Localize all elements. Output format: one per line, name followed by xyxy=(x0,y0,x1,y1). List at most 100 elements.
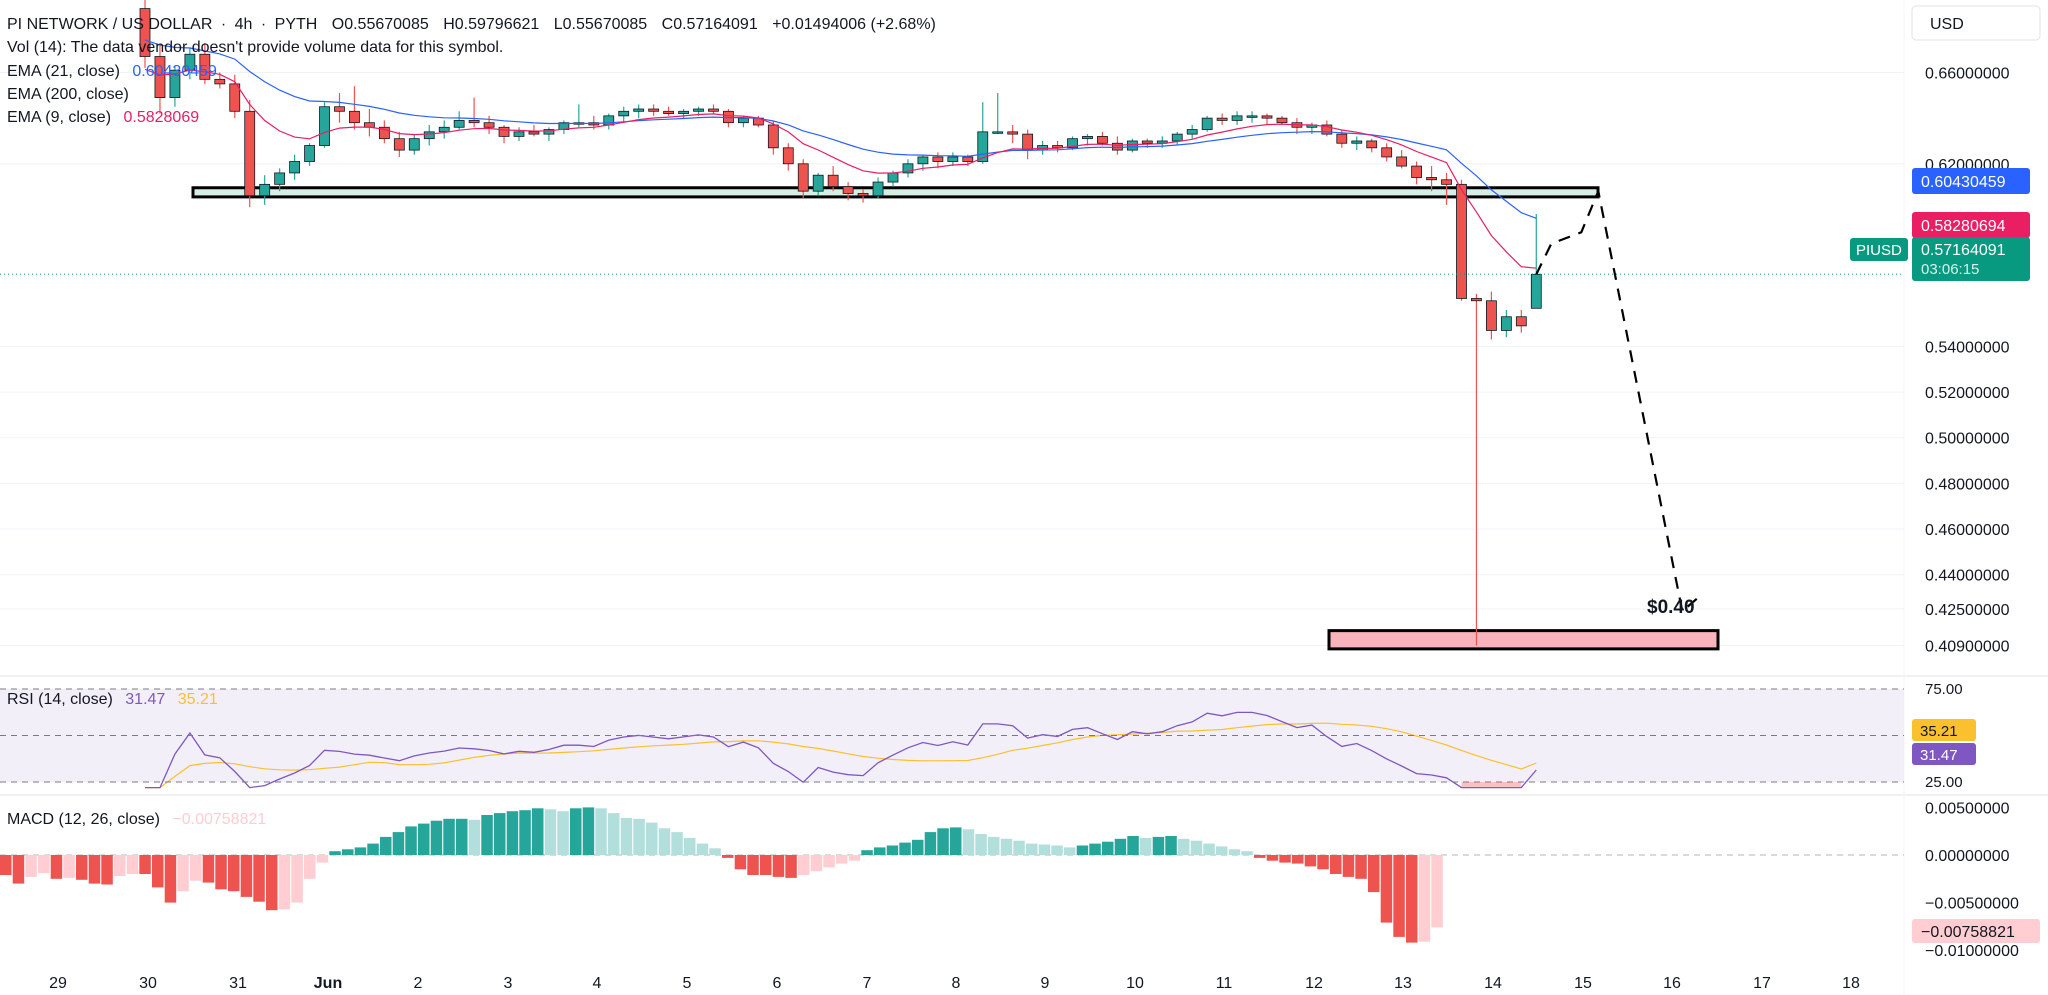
macd-bar xyxy=(582,807,595,855)
price-tick-label: 0.44000000 xyxy=(1925,568,2010,585)
ema9-badge-bg xyxy=(1912,212,2030,238)
candle-body xyxy=(827,174,839,188)
macd-tick-label: −0.00500000 xyxy=(1925,896,2019,913)
candle-body xyxy=(738,117,749,124)
macd-bar xyxy=(76,855,88,880)
legend-volume[interactable]: Vol (14): The data vendor doesn't provid… xyxy=(7,39,503,56)
macd-bar xyxy=(0,855,12,875)
macd-legend-value: −0.00758821 xyxy=(172,811,266,828)
candle xyxy=(1201,115,1213,132)
macd-bar xyxy=(278,855,291,910)
candle-body xyxy=(169,69,181,98)
macd-bar xyxy=(253,855,265,902)
currency-label[interactable]: USD xyxy=(1930,16,1964,33)
candle-body xyxy=(603,115,615,126)
macd-bar xyxy=(519,810,531,855)
macd-bar xyxy=(228,855,240,892)
macd-bar xyxy=(785,855,797,878)
currency-selector[interactable]: USD xyxy=(1911,5,2041,41)
macd-bar xyxy=(1355,855,1367,879)
macd-bar xyxy=(1190,840,1203,855)
macd-bar xyxy=(886,845,899,855)
macd-bar xyxy=(810,855,823,872)
rsi-ma-badge-bg xyxy=(1912,719,1976,741)
time-tick-label: 5 xyxy=(683,975,692,992)
macd-bar xyxy=(1051,845,1063,855)
price-axis[interactable]: 0.660000000.620000000.540000000.52000000… xyxy=(1925,65,2019,960)
candle-body xyxy=(1486,300,1497,331)
macd-bar xyxy=(215,855,227,890)
candle xyxy=(857,188,869,203)
price-tick-label: 0.52000000 xyxy=(1925,385,2010,402)
time-axis[interactable]: 29 30 31 Jun 2 3 4 5 6 7 8 9 10 11 12 13 14 15 16 17 18 xyxy=(49,975,1860,992)
candle xyxy=(349,86,360,130)
time-tick-label: 4 xyxy=(593,975,602,992)
macd-bar xyxy=(848,855,861,861)
candle-body xyxy=(797,163,809,192)
candle-body xyxy=(678,110,689,114)
time-tick-label: 29 xyxy=(49,975,67,992)
candle-body xyxy=(423,131,435,140)
candle xyxy=(1515,309,1527,333)
candle xyxy=(393,131,405,157)
candle-body xyxy=(334,106,345,112)
resistance-zone xyxy=(191,186,1600,199)
legend-ema9[interactable]: EMA (9, close) 0.5828069 xyxy=(7,109,199,126)
candle xyxy=(1486,291,1497,340)
legend-ema21[interactable]: EMA (21, close) 0.60430459 xyxy=(7,63,217,80)
candle xyxy=(169,65,181,107)
macd-bar xyxy=(557,811,569,855)
candle-body xyxy=(648,108,660,112)
candle-body xyxy=(513,131,525,137)
macd-bar xyxy=(126,855,139,874)
candle xyxy=(408,134,420,155)
legend-ema21-value: 0.60430459 xyxy=(132,63,217,80)
candle-body xyxy=(229,83,241,112)
macd-legend[interactable]: MACD (12, 26, close) −0.00758821 xyxy=(7,811,266,828)
time-tick-label: 3 xyxy=(504,975,513,992)
candle-body xyxy=(453,120,465,128)
macd-bar xyxy=(1013,840,1025,855)
price-tick-label: 0.50000000 xyxy=(1925,431,2010,448)
macd-bar xyxy=(1203,843,1215,855)
candle-body xyxy=(289,161,301,174)
macd-bar xyxy=(1152,836,1165,855)
macd-bar xyxy=(164,855,177,903)
candle xyxy=(498,124,510,144)
currency-selector-box[interactable] xyxy=(1911,5,2041,41)
rsi-ma-badge-text: 35.21 xyxy=(1920,723,1958,740)
candle xyxy=(1456,179,1467,301)
macd-bar xyxy=(1406,855,1418,943)
candle xyxy=(304,143,315,167)
legend-symbol[interactable]: PI NETWORK / US DOLLAR xyxy=(7,16,212,33)
time-tick-label: 2 xyxy=(414,975,423,992)
macd-bar xyxy=(1330,855,1342,874)
macd-bar xyxy=(747,855,759,875)
candle-body xyxy=(1216,117,1228,121)
candle xyxy=(319,102,330,148)
candle xyxy=(453,111,465,130)
candle xyxy=(513,127,525,141)
candle-body xyxy=(483,122,495,128)
macd-bar xyxy=(861,850,873,855)
price-tick-label: 0.42500000 xyxy=(1925,602,2010,619)
candle xyxy=(1126,138,1138,153)
candle-body xyxy=(633,108,645,112)
candle-body xyxy=(349,110,360,124)
candle xyxy=(902,159,914,178)
candle-body xyxy=(1456,183,1467,299)
candle xyxy=(1216,113,1228,125)
macd-bar xyxy=(570,808,582,855)
macd-bar xyxy=(1368,855,1380,893)
candle xyxy=(1052,140,1063,153)
macd-bar xyxy=(1064,847,1076,855)
legend-ema200[interactable]: EMA (200, close) xyxy=(7,86,129,103)
macd-bar xyxy=(595,808,607,855)
macd-bar xyxy=(63,855,75,878)
candle xyxy=(543,127,555,141)
candle-body xyxy=(1530,273,1542,309)
rsi-legend[interactable]: RSI (14, close) 31.47 35.21 xyxy=(7,691,218,708)
candle-body xyxy=(932,156,944,162)
last-price-badge-bg xyxy=(1912,237,2030,281)
